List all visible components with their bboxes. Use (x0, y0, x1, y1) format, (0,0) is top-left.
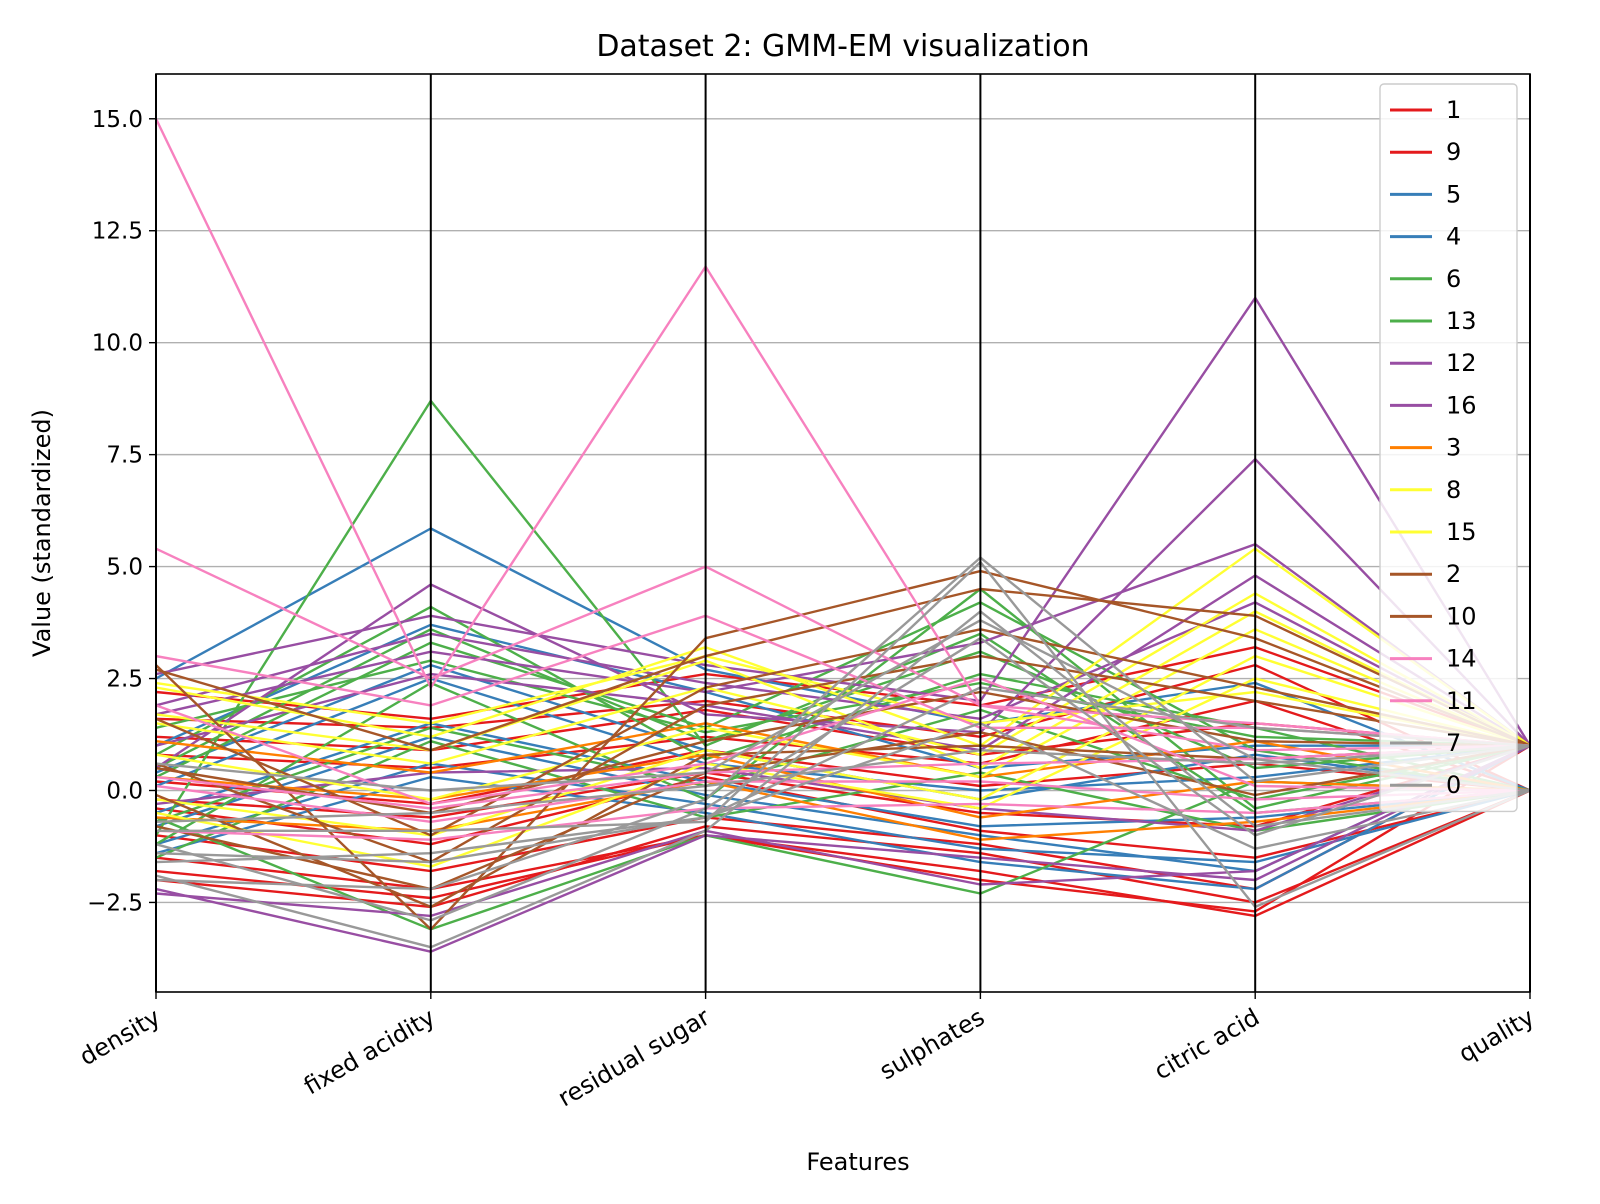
series-line-15 (156, 610, 1530, 770)
legend-label: 5 (1446, 180, 1461, 208)
series-line-12 (156, 744, 1530, 953)
series-line-0 (156, 637, 1530, 922)
series-line-7 (156, 619, 1530, 792)
y-tick-label: 15.0 (92, 107, 143, 133)
series-line-15 (156, 654, 1530, 747)
legend-label: 1 (1446, 96, 1461, 124)
legend-box (1379, 83, 1518, 813)
series-line-13 (156, 659, 1530, 747)
legend-label: 6 (1446, 265, 1461, 293)
series-line-2 (156, 569, 1530, 931)
y-axis-ticks: −2.5 0.0 2.5 5.0 7.5 10.0 12.5 15.0 (87, 107, 156, 916)
series-line-0 (156, 744, 1530, 823)
legend-label: 10 (1446, 602, 1477, 630)
y-axis-label: Value (standardized) (28, 409, 56, 657)
legend-label: 3 (1446, 434, 1461, 462)
series-line-11 (156, 789, 1530, 841)
series-line-12 (156, 543, 1530, 747)
legend-label: 15 (1446, 518, 1477, 546)
series-line-8 (156, 677, 1530, 868)
series-line-7 (156, 560, 1530, 909)
y-tick-label: 0.0 (106, 778, 143, 804)
y-tick-label: 12.5 (92, 219, 143, 245)
legend-label: 13 (1446, 307, 1477, 335)
data-lines (156, 118, 1530, 953)
series-line-10 (156, 587, 1530, 752)
legend-label: 2 (1446, 560, 1461, 588)
series-line-0 (156, 686, 1530, 864)
series-line-15 (156, 654, 1530, 837)
y-tick-label: 5.0 (106, 555, 143, 581)
y-tick-label: 10.0 (92, 331, 143, 357)
series-line-14 (156, 118, 1530, 747)
series-line-1 (156, 663, 1530, 792)
series-line-16 (156, 744, 1530, 918)
legend-label: 12 (1446, 349, 1477, 377)
series-line-16 (156, 601, 1530, 747)
series-line-10 (156, 654, 1530, 864)
y-tick-label: −2.5 (87, 890, 143, 916)
chart-title: Dataset 2: GMM-EM visualization (596, 29, 1089, 64)
legend-label: 9 (1446, 138, 1461, 166)
legend-label: 8 (1446, 476, 1461, 504)
series-line-5 (156, 722, 1530, 828)
legend-label: 7 (1446, 729, 1461, 757)
series-line-7 (156, 722, 1530, 864)
y-tick-label: 2.5 (106, 667, 143, 693)
legend-label: 11 (1446, 687, 1477, 715)
series-line-0 (156, 556, 1530, 891)
y-tick-label: 7.5 (106, 443, 143, 469)
series-line-4 (156, 744, 1530, 891)
series-line-6 (156, 740, 1530, 859)
series-line-12 (156, 296, 1530, 747)
legend: 1 9 5 4 6 13 12 16 3 8 15 2 10 14 11 7 0 (1379, 83, 1518, 813)
series-line-11 (156, 780, 1530, 823)
series-line-14 (156, 547, 1530, 752)
x-axis-label: Features (806, 1148, 909, 1176)
legend-label: 0 (1446, 771, 1461, 799)
plot-frame (155, 73, 1531, 993)
series-line-2 (156, 690, 1530, 815)
series-line-16 (156, 574, 1530, 752)
legend-label: 4 (1446, 223, 1461, 251)
legend-label: 14 (1446, 645, 1477, 673)
legend-label: 16 (1446, 391, 1477, 419)
